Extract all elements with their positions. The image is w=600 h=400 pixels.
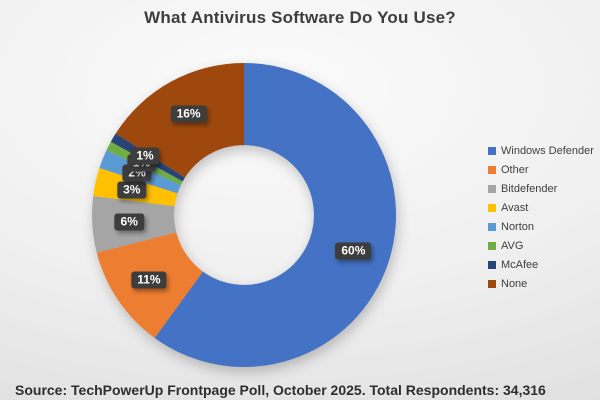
legend-swatch-mcafee (488, 260, 496, 269)
legend-label-avg: AVG (501, 239, 524, 252)
data-label-none: 16% (170, 105, 207, 123)
data-label-mcafee: 1% (130, 147, 160, 165)
legend-swatch-bitdefender (488, 184, 496, 193)
legend-item-other: Other (488, 160, 594, 179)
legend-label-other: Other (501, 163, 529, 176)
legend-swatch-none (488, 279, 496, 288)
legend-swatch-windows-defender (488, 146, 496, 155)
legend-label-norton: Norton (501, 220, 535, 233)
source-caption: Source: TechPowerUp Frontpage Poll, Octo… (15, 382, 546, 398)
legend-item-avast: Avast (488, 198, 594, 217)
legend-label-windows-defender: Windows Defender (501, 144, 594, 157)
data-label-avast: 3% (117, 181, 147, 199)
legend-item-mcafee: McAfee (488, 255, 594, 274)
legend-label-bitdefender: Bitdefender (501, 182, 558, 195)
legend-item-norton: Norton (488, 217, 594, 236)
legend: Windows Defender Other Bitdefender Avast Nor… (488, 141, 594, 293)
legend-item-bitdefender: Bitdefender (488, 179, 594, 198)
data-label-bitdefender: 6% (114, 213, 144, 231)
chart-title: What Antivirus Software Do You Use? (144, 8, 456, 27)
legend-label-avast: Avast (501, 201, 529, 214)
legend-swatch-avg (488, 241, 496, 250)
legend-item-windows-defender: Windows Defender (488, 141, 594, 160)
legend-item-none: None (488, 274, 594, 293)
legend-item-avg: AVG (488, 236, 594, 255)
legend-label-none: None (501, 277, 528, 290)
legend-label-mcafee: McAfee (501, 258, 539, 271)
data-label-windows-defender: 60% (335, 242, 372, 260)
legend-swatch-other (488, 165, 496, 174)
legend-swatch-avast (488, 203, 496, 212)
data-label-other: 11% (131, 271, 167, 289)
legend-swatch-norton (488, 222, 496, 231)
pie-slice-windows-defender (154, 62, 397, 368)
